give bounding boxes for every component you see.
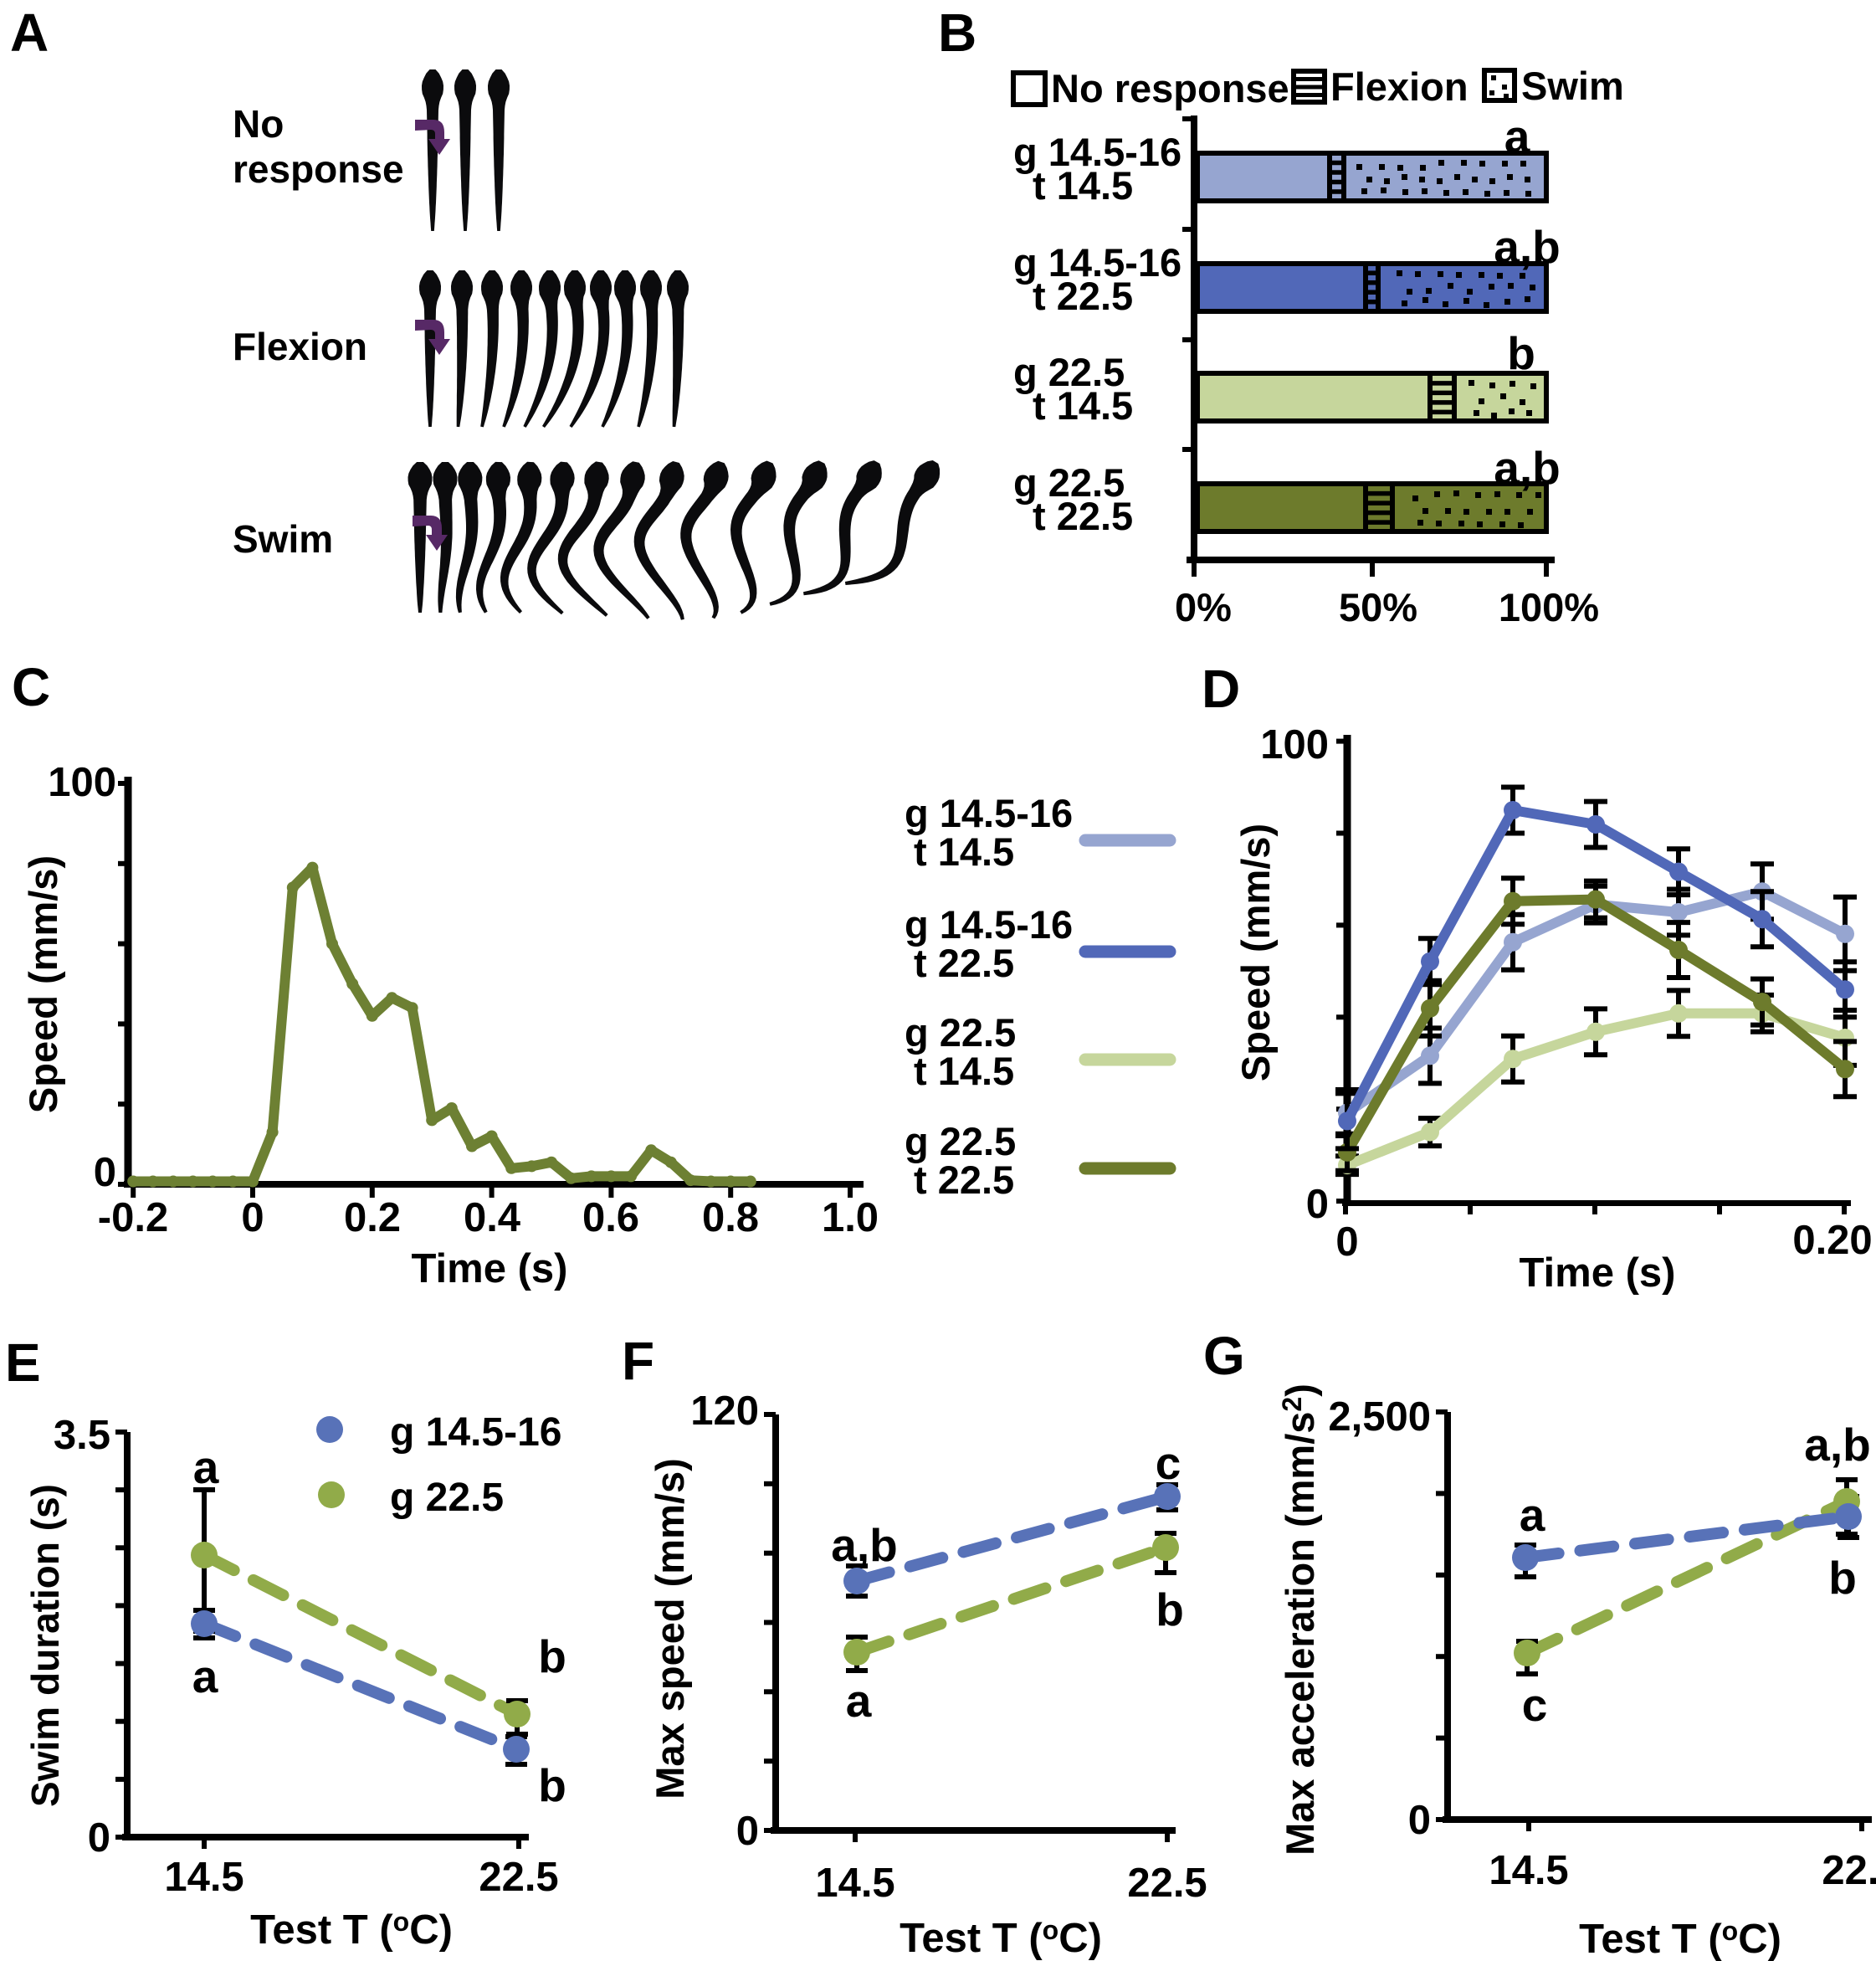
svg-text:g 22.5: g 22.5 (1013, 460, 1125, 505)
svg-text:100: 100 (48, 760, 116, 805)
svg-text:Swim: Swim (233, 517, 333, 561)
svg-text:t 14.5: t 14.5 (1033, 383, 1133, 428)
svg-text:0: 0 (94, 1150, 116, 1195)
svg-text:g 14.5-16: g 14.5-16 (1013, 130, 1181, 174)
svg-text:b: b (1507, 327, 1535, 379)
svg-text:50%: 50% (1339, 585, 1417, 629)
svg-text:22.5: 22.5 (479, 1855, 558, 1900)
svg-text:t 14.5: t 14.5 (1033, 163, 1133, 208)
svg-text:0: 0 (1335, 1219, 1358, 1265)
svg-text:g 22.5: g 22.5 (1013, 350, 1125, 394)
svg-text:14.5: 14.5 (815, 1861, 894, 1906)
svg-text:g 22.5: g 22.5 (390, 1476, 504, 1520)
svg-text:c: c (1156, 1437, 1181, 1489)
svg-text:t 22.5: t 22.5 (914, 1158, 1014, 1202)
svg-text:Swim: Swim (1521, 64, 1624, 108)
svg-text:g 22.5: g 22.5 (905, 1010, 1016, 1055)
svg-text:D: D (1202, 659, 1240, 719)
svg-text:0: 0 (241, 1195, 264, 1240)
svg-text:Speed (mm/s): Speed (mm/s) (21, 855, 65, 1113)
svg-text:Time (s): Time (s) (412, 1246, 568, 1291)
svg-text:3.5: 3.5 (54, 1413, 110, 1458)
svg-text:Flexion: Flexion (1330, 64, 1469, 109)
svg-text:a,b: a,b (831, 1519, 897, 1571)
svg-text:-0.2: -0.2 (98, 1195, 168, 1240)
svg-text:a: a (193, 1441, 219, 1493)
svg-text:a: a (1504, 110, 1530, 162)
svg-text:2,500: 2,500 (1328, 1394, 1431, 1440)
svg-text:g 14.5-16: g 14.5-16 (905, 902, 1073, 947)
svg-text:1.0: 1.0 (822, 1195, 879, 1240)
svg-text:t 14.5: t 14.5 (914, 1049, 1014, 1093)
svg-text:E: E (5, 1332, 41, 1393)
svg-text:0.6: 0.6 (582, 1195, 639, 1240)
svg-text:b: b (538, 1630, 566, 1682)
svg-text:Time (s): Time (s) (1520, 1250, 1676, 1296)
svg-text:Speed (mm/s): Speed (mm/s) (1233, 824, 1278, 1081)
svg-text:a,b: a,b (1494, 221, 1560, 273)
svg-text:Flexion: Flexion (233, 325, 367, 368)
svg-text:Max acceleration (mm/s2): Max acceleration (mm/s2) (1277, 1383, 1322, 1856)
svg-text:100: 100 (1260, 722, 1329, 767)
svg-text:0: 0 (1306, 1182, 1329, 1227)
svg-text:14.5: 14.5 (1489, 1848, 1568, 1893)
svg-text:0.20: 0.20 (1792, 1218, 1872, 1263)
svg-text:Swim duration (s): Swim duration (s) (23, 1484, 67, 1807)
svg-text:0.4: 0.4 (464, 1195, 520, 1240)
svg-text:c: c (1522, 1679, 1548, 1731)
svg-text:t 22.5: t 22.5 (1033, 274, 1133, 318)
svg-text:F: F (622, 1331, 654, 1391)
svg-text:Test T (oC): Test T (oC) (1579, 1916, 1781, 1961)
svg-text:g 22.5: g 22.5 (905, 1119, 1016, 1163)
svg-text:No response: No response (1051, 66, 1289, 110)
svg-text:g 14.5-16: g 14.5-16 (390, 1410, 561, 1455)
svg-text:b: b (1156, 1584, 1184, 1635)
svg-text:0: 0 (736, 1809, 759, 1854)
svg-text:t 22.5: t 22.5 (1033, 494, 1133, 538)
svg-text:0.2: 0.2 (344, 1195, 401, 1240)
svg-text:0: 0 (88, 1815, 110, 1861)
svg-text:a,b: a,b (1804, 1419, 1870, 1471)
svg-text:22.5: 22.5 (1822, 1848, 1876, 1893)
svg-text:A: A (10, 3, 49, 63)
svg-text:t 14.5: t 14.5 (914, 829, 1014, 874)
svg-text:b: b (1828, 1552, 1857, 1604)
svg-text:a,b: a,b (1494, 442, 1560, 494)
svg-text:0%: 0% (1175, 585, 1232, 629)
svg-text:t 22.5: t 22.5 (914, 941, 1014, 985)
svg-text:0.8: 0.8 (702, 1195, 759, 1240)
svg-text:response: response (233, 147, 404, 191)
svg-text:120: 120 (690, 1389, 759, 1434)
svg-text:14.5: 14.5 (164, 1855, 243, 1900)
svg-text:22.5: 22.5 (1127, 1861, 1207, 1906)
svg-text:Max speed (mm/s): Max speed (mm/s) (648, 1458, 692, 1799)
svg-text:g 14.5-16: g 14.5-16 (905, 791, 1073, 835)
svg-text:a: a (192, 1650, 218, 1702)
svg-text:0: 0 (1408, 1798, 1431, 1843)
svg-text:B: B (938, 3, 976, 63)
svg-text:b: b (538, 1759, 566, 1811)
svg-text:No: No (233, 102, 284, 146)
svg-text:Test T (oC): Test T (oC) (250, 1907, 453, 1953)
svg-text:a: a (1520, 1489, 1545, 1541)
svg-text:a: a (846, 1675, 872, 1727)
svg-text:G: G (1203, 1326, 1245, 1386)
svg-text:Test T (oC): Test T (oC) (900, 1915, 1102, 1961)
svg-text:C: C (12, 657, 50, 717)
svg-text:g 14.5-16: g 14.5-16 (1013, 240, 1181, 285)
svg-text:100%: 100% (1499, 585, 1599, 629)
